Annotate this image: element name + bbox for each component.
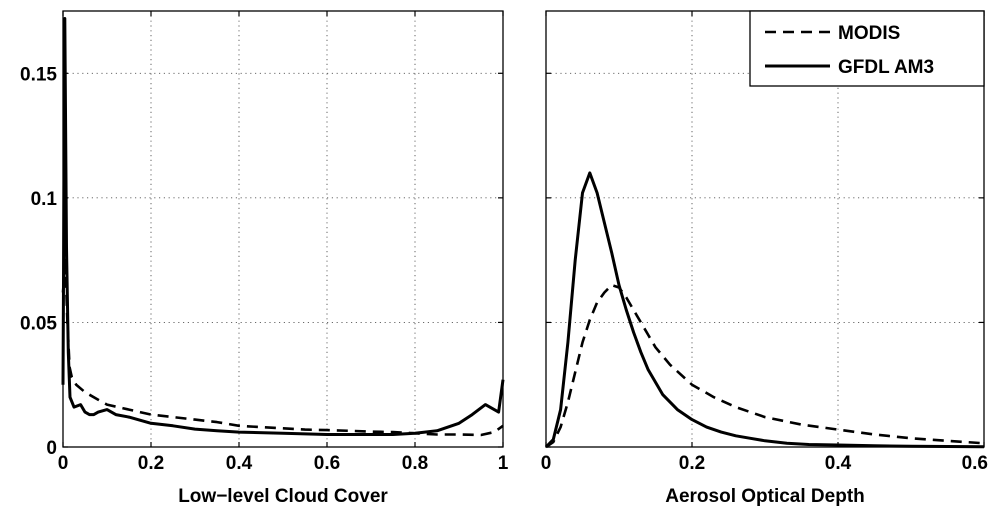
left-series-gfdl-am3-line	[61, 17, 505, 436]
x-tick-label: 0	[58, 453, 69, 474]
left-series	[61, 17, 505, 437]
y-tick-label: 0.15	[20, 64, 57, 85]
x-tick-label: 0.4	[226, 453, 253, 474]
left-ticks	[62, 11, 504, 448]
left-x-tick-labels: 0 0.2 0.4 0.6 0.8 1	[58, 453, 509, 474]
legend: MODIS GFDL AM3	[749, 10, 985, 87]
right-x-tick-labels: 0 0.2 0.4 0.6	[541, 453, 988, 474]
legend-gfdl-am3-label: GFDL AM3	[838, 57, 934, 78]
x-tick-label: 0.2	[138, 453, 164, 474]
x-tick-label: 0.4	[825, 453, 852, 474]
left-x-axis-title: Low−level Cloud Cover	[178, 486, 388, 506]
left-panel-cloud-cover: 0 0.2 0.4 0.6 0.8 1 0 0.05 0.1 0.15 Low−level Cl…	[20, 10, 509, 506]
left-y-tick-labels: 0 0.05 0.1 0.15	[20, 64, 57, 459]
right-x-axis-title: Aerosol Optical Depth	[665, 486, 865, 506]
right-panel-aerosol-optical-depth: 0 0.2 0.4 0.6 Aerosol Optical Depth MODIS G…	[541, 10, 988, 506]
x-tick-label: 0.8	[402, 453, 428, 474]
legend-modis-label: MODIS	[838, 23, 900, 44]
y-tick-label: 0.1	[31, 189, 58, 210]
left-grid	[63, 11, 503, 447]
legend-box	[749, 10, 985, 87]
x-tick-label: 0.2	[679, 453, 705, 474]
y-tick-label: 0	[46, 438, 57, 459]
left-series-modis-line	[61, 256, 504, 437]
x-tick-label: 1	[498, 453, 509, 474]
x-tick-label: 0	[541, 453, 552, 474]
x-tick-label: 0.6	[962, 453, 988, 474]
right-series	[544, 171, 985, 449]
y-tick-label: 0.05	[20, 313, 57, 334]
left-plot-frame	[62, 10, 504, 448]
right-series-modis-line	[545, 283, 985, 449]
x-tick-label: 0.6	[314, 453, 340, 474]
right-series-gfdl-am3-line	[544, 171, 985, 449]
